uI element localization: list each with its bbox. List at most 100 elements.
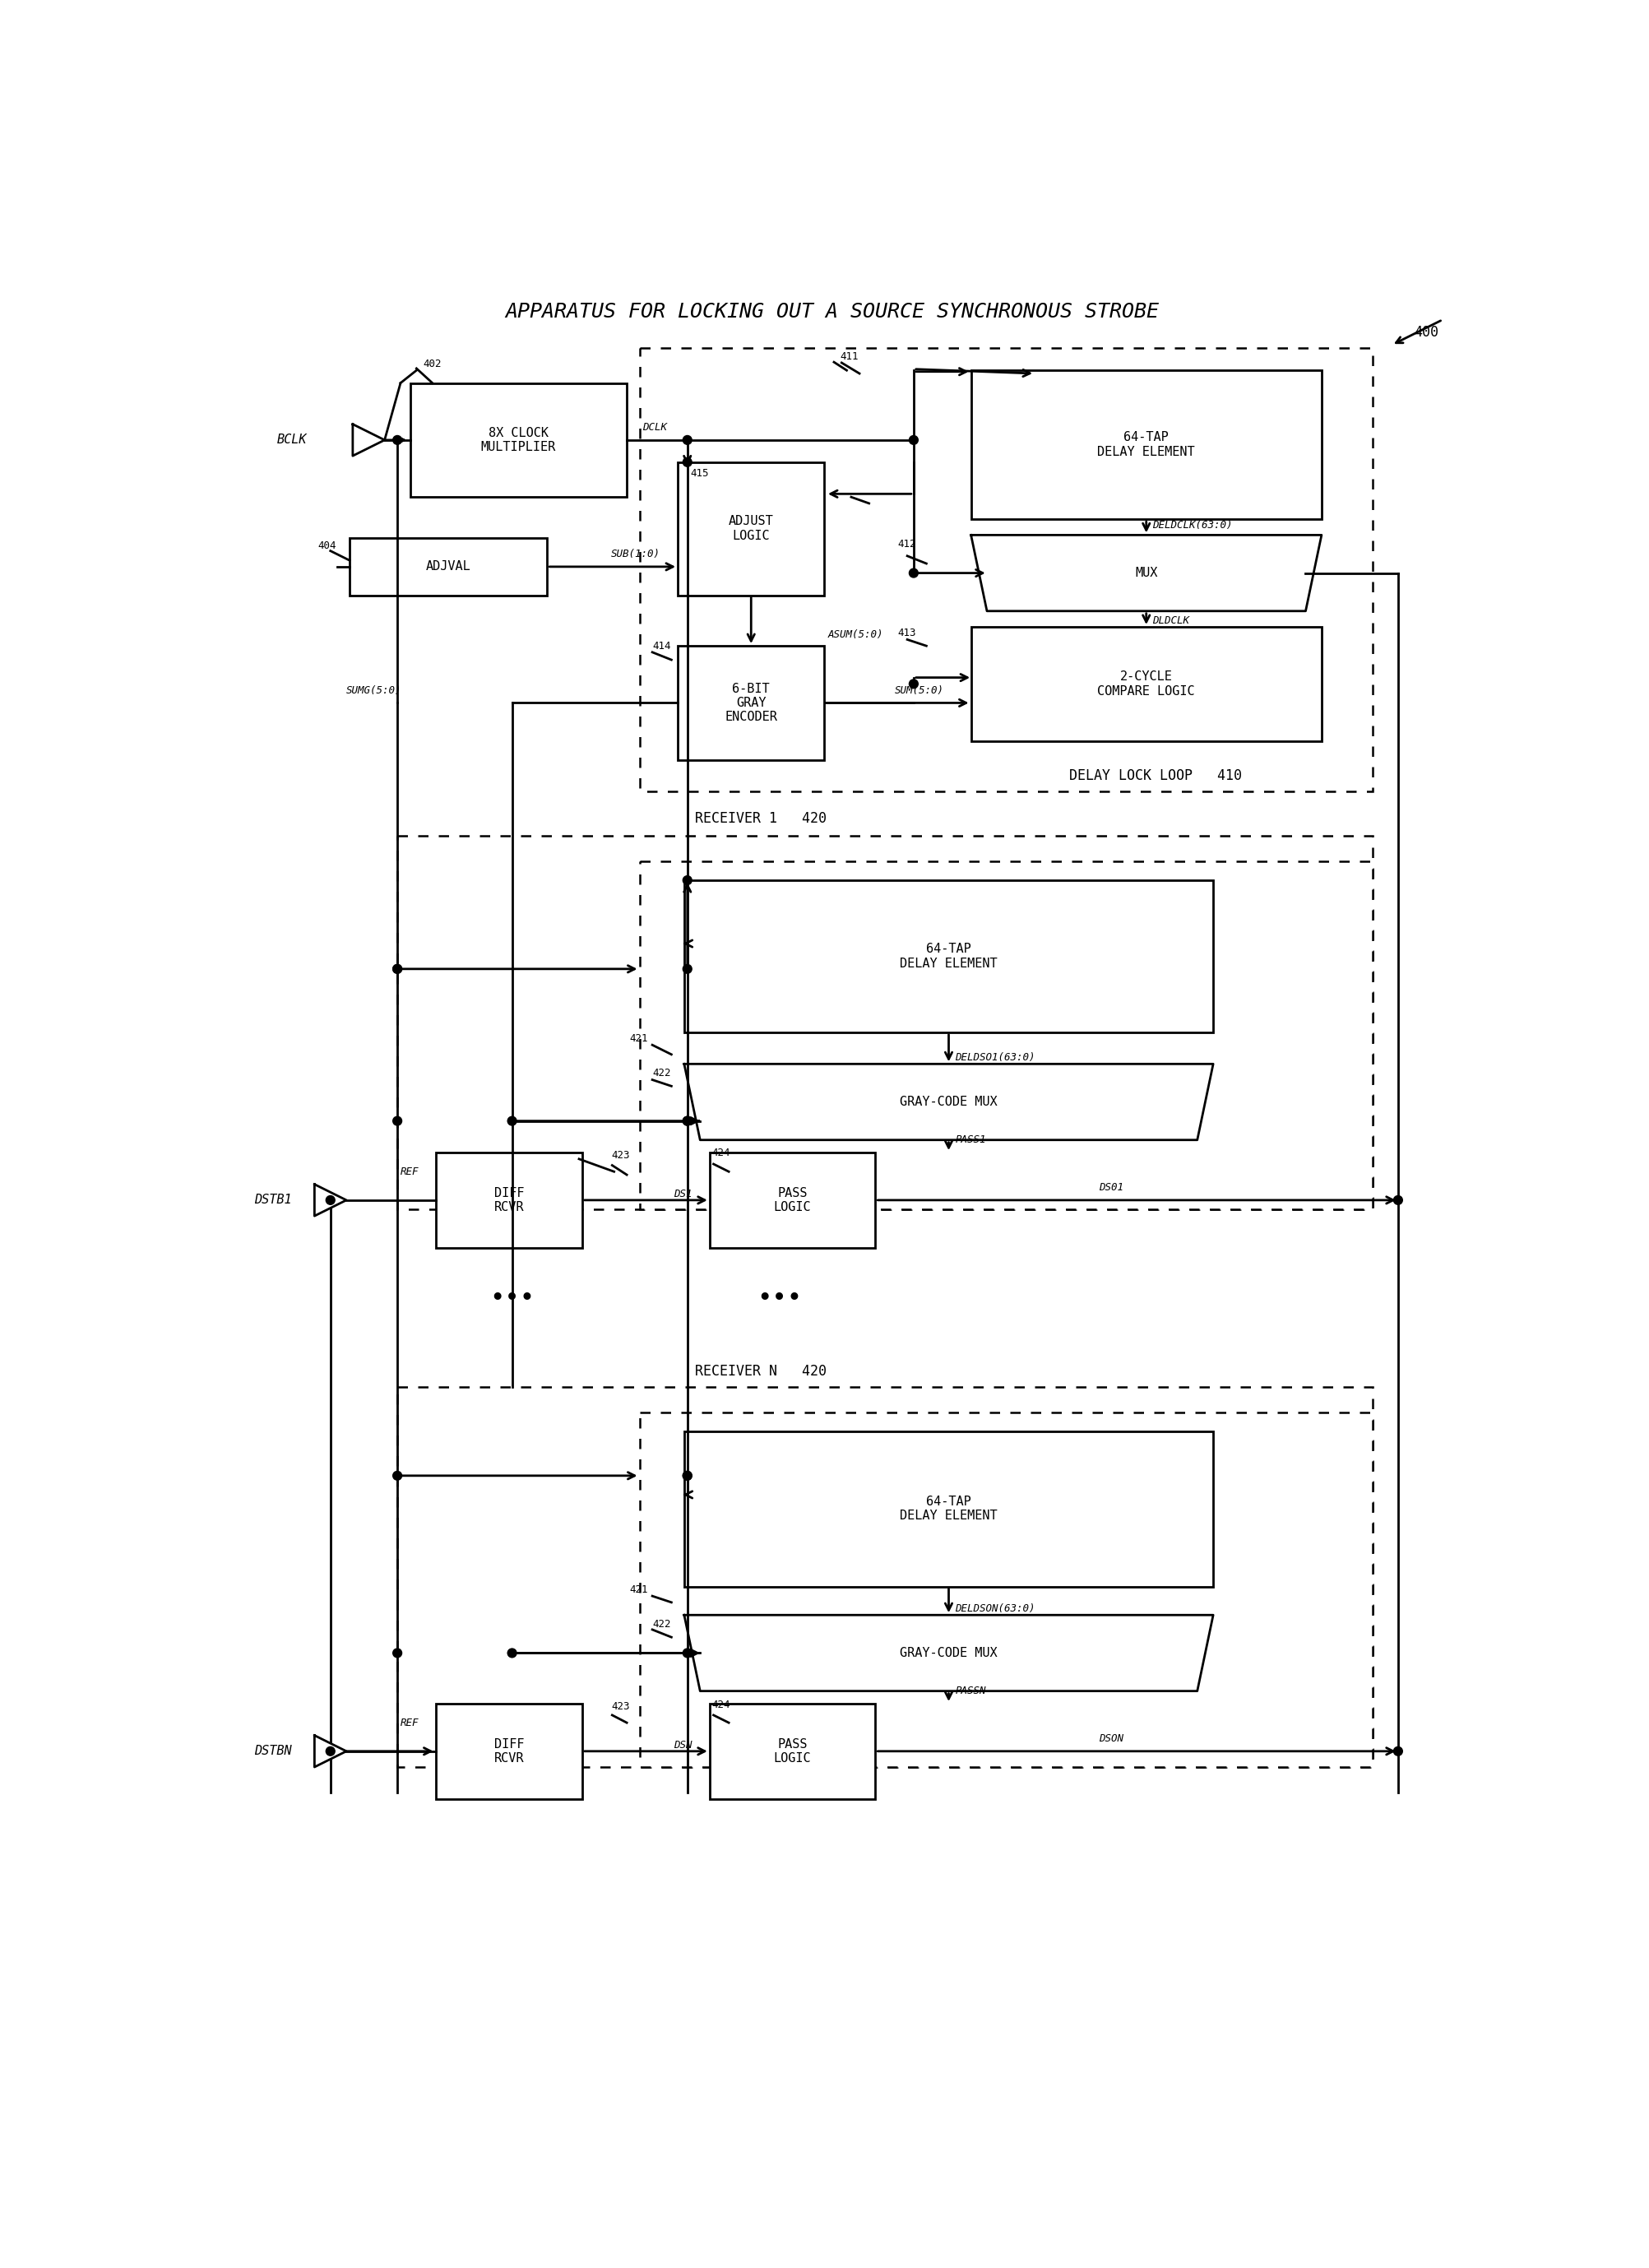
Text: SUB(1:0): SUB(1:0) bbox=[610, 549, 660, 560]
Circle shape bbox=[683, 1116, 693, 1125]
Bar bbox=[435, 1703, 582, 1799]
Polygon shape bbox=[684, 1615, 1214, 1692]
Circle shape bbox=[327, 1195, 335, 1204]
Text: 422: 422 bbox=[653, 1619, 671, 1631]
Text: 2-CYCLE
COMPARE LOGIC: 2-CYCLE COMPARE LOGIC bbox=[1098, 671, 1196, 696]
Text: DELAY LOCK LOOP   410: DELAY LOCK LOOP 410 bbox=[1070, 769, 1242, 782]
Text: ASUM(5:0): ASUM(5:0) bbox=[828, 628, 884, 640]
Bar bbox=[435, 1152, 582, 1247]
Text: ADJUST
LOGIC: ADJUST LOGIC bbox=[729, 515, 773, 542]
Bar bbox=[350, 538, 547, 594]
Circle shape bbox=[327, 1746, 335, 1755]
Circle shape bbox=[508, 1649, 516, 1658]
Text: 411: 411 bbox=[841, 352, 859, 363]
Polygon shape bbox=[315, 1184, 346, 1216]
Text: 421: 421 bbox=[630, 1585, 648, 1594]
Text: DIFF
RCVR: DIFF RCVR bbox=[495, 1186, 524, 1213]
Bar bbox=[397, 837, 1372, 1209]
Text: DSON: DSON bbox=[1098, 1733, 1123, 1744]
Text: MUX: MUX bbox=[1135, 567, 1158, 578]
Text: DS01: DS01 bbox=[1098, 1182, 1123, 1193]
Circle shape bbox=[392, 1116, 402, 1125]
Text: 423: 423 bbox=[612, 1150, 630, 1161]
Text: GRAY-CODE MUX: GRAY-CODE MUX bbox=[900, 1647, 998, 1660]
Polygon shape bbox=[353, 424, 384, 456]
Circle shape bbox=[1393, 1195, 1403, 1204]
Text: DS1: DS1 bbox=[673, 1188, 693, 1200]
Text: 64-TAP
DELAY ELEMENT: 64-TAP DELAY ELEMENT bbox=[900, 1495, 998, 1522]
Text: REF: REF bbox=[401, 1166, 419, 1177]
Circle shape bbox=[683, 1472, 693, 1481]
Text: DELDSON(63:0): DELDSON(63:0) bbox=[955, 1603, 1036, 1615]
Circle shape bbox=[683, 435, 693, 445]
Bar bbox=[397, 1388, 1372, 1767]
Bar bbox=[640, 1413, 1372, 1767]
Bar bbox=[640, 349, 1372, 792]
Circle shape bbox=[392, 964, 402, 973]
Circle shape bbox=[683, 875, 693, 885]
Text: 424: 424 bbox=[712, 1148, 731, 1159]
Text: RECEIVER N   420: RECEIVER N 420 bbox=[694, 1363, 826, 1379]
Circle shape bbox=[392, 1472, 402, 1481]
Text: 64-TAP
DELAY ELEMENT: 64-TAP DELAY ELEMENT bbox=[1098, 431, 1196, 458]
Bar bbox=[684, 880, 1214, 1032]
Text: DIFF
RCVR: DIFF RCVR bbox=[495, 1737, 524, 1765]
Circle shape bbox=[683, 1116, 693, 1125]
Text: SUM(5:0): SUM(5:0) bbox=[894, 685, 943, 696]
Circle shape bbox=[683, 1472, 693, 1481]
Bar bbox=[640, 862, 1372, 1209]
Circle shape bbox=[1393, 1746, 1403, 1755]
Text: BCLK: BCLK bbox=[277, 433, 307, 447]
Text: 64-TAP
DELAY ELEMENT: 64-TAP DELAY ELEMENT bbox=[900, 943, 998, 971]
Polygon shape bbox=[684, 1064, 1214, 1141]
Polygon shape bbox=[315, 1735, 346, 1767]
Text: 424: 424 bbox=[712, 1699, 731, 1710]
Circle shape bbox=[683, 1649, 693, 1658]
Text: DELDCLK(63:0): DELDCLK(63:0) bbox=[1153, 519, 1233, 531]
Text: 8X CLOCK
MULTIPLIER: 8X CLOCK MULTIPLIER bbox=[482, 426, 556, 454]
Text: REF: REF bbox=[401, 1717, 419, 1728]
Circle shape bbox=[392, 435, 402, 445]
Text: •••: ••• bbox=[490, 1286, 534, 1311]
Text: 400: 400 bbox=[1413, 324, 1438, 340]
Bar bbox=[684, 1431, 1214, 1588]
Circle shape bbox=[683, 964, 693, 973]
Text: 422: 422 bbox=[653, 1068, 671, 1080]
Text: 413: 413 bbox=[897, 628, 917, 640]
Text: RECEIVER 1   420: RECEIVER 1 420 bbox=[694, 810, 826, 826]
Text: 421: 421 bbox=[630, 1034, 648, 1043]
Circle shape bbox=[683, 458, 693, 467]
Circle shape bbox=[392, 964, 402, 973]
Circle shape bbox=[909, 435, 918, 445]
Circle shape bbox=[909, 569, 918, 578]
Text: 404: 404 bbox=[318, 540, 336, 551]
Text: DSTBN: DSTBN bbox=[254, 1744, 292, 1758]
Bar bbox=[678, 646, 824, 760]
Text: •••: ••• bbox=[757, 1286, 803, 1311]
Text: 414: 414 bbox=[653, 640, 671, 651]
Circle shape bbox=[909, 680, 918, 687]
Text: DELDSO1(63:0): DELDSO1(63:0) bbox=[955, 1052, 1036, 1064]
Circle shape bbox=[508, 1116, 516, 1125]
Polygon shape bbox=[971, 535, 1321, 610]
Text: 415: 415 bbox=[691, 467, 709, 479]
Text: PASS
LOGIC: PASS LOGIC bbox=[773, 1737, 811, 1765]
Text: PASS
LOGIC: PASS LOGIC bbox=[773, 1186, 811, 1213]
Bar bbox=[971, 626, 1321, 742]
Bar bbox=[709, 1703, 876, 1799]
Text: PASS1: PASS1 bbox=[955, 1134, 986, 1145]
Text: 6-BIT
GRAY
ENCODER: 6-BIT GRAY ENCODER bbox=[726, 683, 777, 723]
Bar bbox=[709, 1152, 876, 1247]
Text: DSTB1: DSTB1 bbox=[254, 1193, 292, 1207]
Text: APPARATUS FOR LOCKING OUT A SOURCE SYNCHRONOUS STROBE: APPARATUS FOR LOCKING OUT A SOURCE SYNCH… bbox=[505, 302, 1159, 322]
Text: ADJVAL: ADJVAL bbox=[425, 560, 472, 574]
Text: 423: 423 bbox=[612, 1701, 630, 1712]
Text: DLDCLK: DLDCLK bbox=[1153, 615, 1189, 626]
Text: DSN: DSN bbox=[673, 1740, 693, 1751]
Bar bbox=[411, 383, 627, 497]
Bar bbox=[678, 463, 824, 594]
Text: 412: 412 bbox=[897, 540, 917, 549]
Text: PASSN: PASSN bbox=[955, 1685, 986, 1696]
Circle shape bbox=[392, 1649, 402, 1658]
Bar bbox=[971, 370, 1321, 519]
